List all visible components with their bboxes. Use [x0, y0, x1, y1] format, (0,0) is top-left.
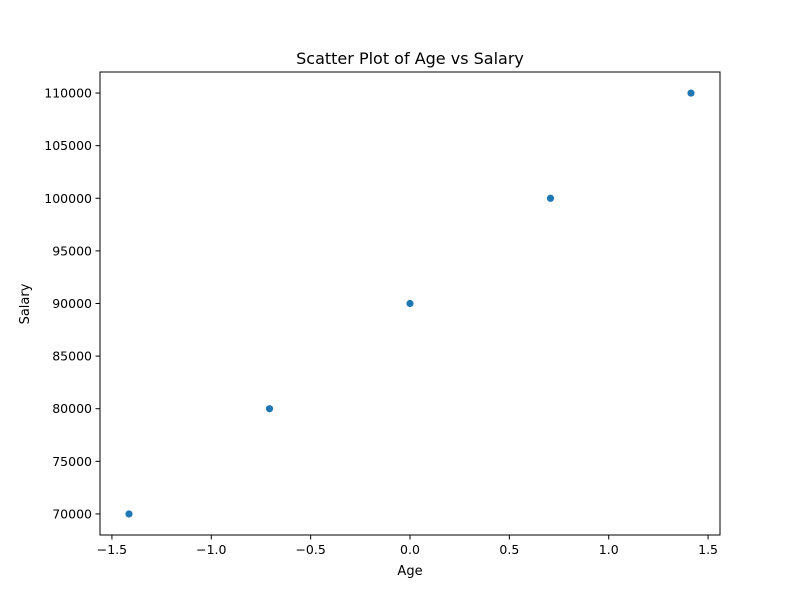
y-axis-label: Salary [18, 283, 33, 324]
y-tick-label: 105000 [44, 138, 92, 153]
scatter-point [546, 194, 555, 202]
y-axis: 70000 75000 80000 85000 90000 95000 100000 1050… [44, 86, 100, 521]
x-tick-label: −0.5 [295, 542, 325, 557]
x-tick-label: 0.5 [499, 542, 519, 557]
x-tick-label: 1.5 [698, 542, 718, 557]
y-tick-label: 75000 [52, 454, 92, 469]
plot-frame [99, 71, 721, 536]
y-tick-label: 85000 [52, 349, 92, 364]
x-tick-label: −1.5 [97, 542, 127, 557]
x-axis: −1.5 −1.0 −0.5 0.0 0.5 1.0 1.5 [97, 535, 718, 557]
scatter-point [687, 89, 695, 97]
data-points [125, 89, 695, 518]
x-tick-label: −1.0 [196, 542, 226, 557]
scatter-point [125, 510, 133, 518]
y-tick-label: 110000 [44, 86, 92, 101]
y-tick-label: 100000 [44, 191, 92, 206]
x-tick-label: 1.0 [599, 542, 619, 557]
chart-title: Scatter Plot of Age vs Salary [296, 49, 524, 68]
y-tick-label: 70000 [52, 506, 92, 521]
x-tick-label: 0.0 [400, 542, 420, 557]
scatter-point [265, 405, 274, 413]
y-tick-label: 90000 [52, 296, 92, 311]
y-tick-label: 95000 [52, 243, 92, 258]
y-tick-label: 80000 [52, 401, 92, 416]
scatter-point [406, 299, 414, 308]
x-axis-label: Age [397, 564, 422, 579]
